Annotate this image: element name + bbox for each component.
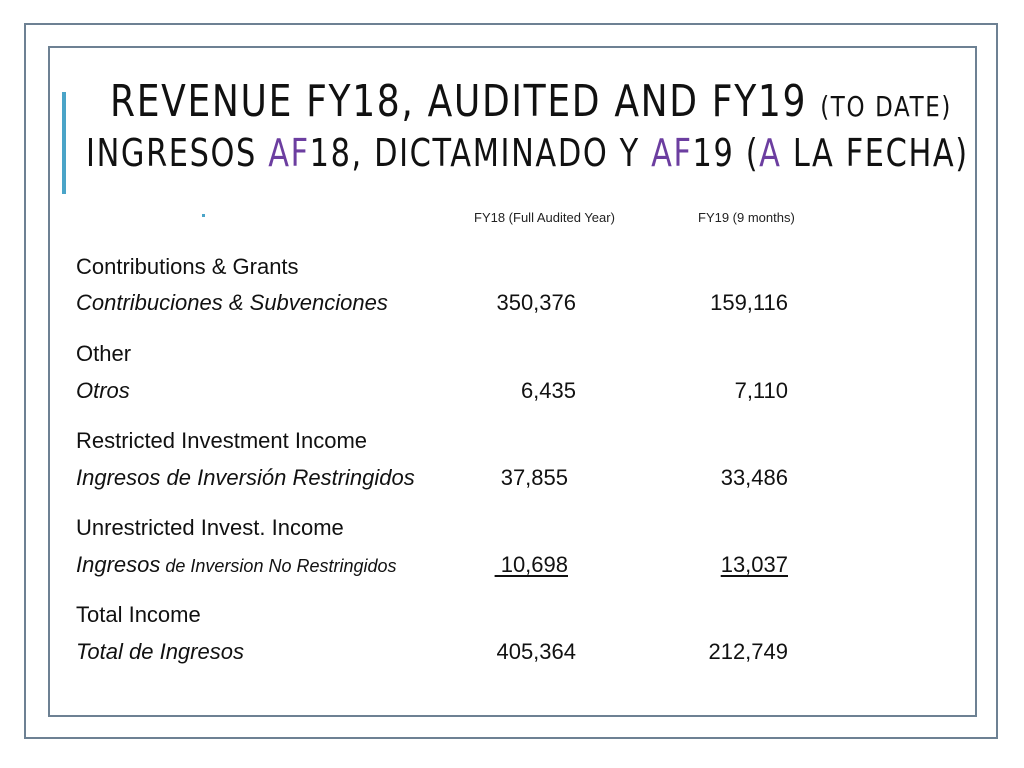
slide-title: Revenue FY18, Audited and FY19 (to date)… (86, 80, 967, 175)
title-es-part-e: 19 ( (692, 131, 760, 175)
title-line-english: Revenue FY18, Audited and FY19 (to date) (110, 80, 950, 124)
title-accent-bar (62, 92, 66, 194)
value-fy19: 159,116 (710, 290, 788, 315)
value-fy18: 350,376 (496, 290, 576, 315)
title-es-part-b: AF (268, 131, 310, 175)
row-label-english: Total Income (76, 602, 201, 627)
value-fy18: 37,855 (500, 465, 568, 490)
column-header-fy18: FY18 (Full Audited Year) (474, 210, 615, 225)
title-es-part-f: A (759, 131, 782, 175)
bullet-marker (202, 214, 205, 217)
column-header-fy19: FY19 (9 months) (698, 210, 795, 225)
row-label-english: Restricted Investment Income (76, 428, 368, 453)
title-line-spanish: Ingresos AF18, Dictaminado y AF19 (A la … (86, 131, 967, 175)
slide-inner-border (48, 46, 977, 717)
value-fy19: 7,110 (734, 378, 788, 403)
row-label-english: Unrestricted Invest. Income (76, 515, 344, 540)
row-label-english: Contributions & Grants (76, 254, 299, 279)
value-fy18: 6,435 (520, 378, 576, 403)
title-es-part-c: 18, Dictaminado y (309, 131, 652, 175)
value-fy19: 33,486 (720, 465, 788, 490)
title-es-part-a: Ingresos (86, 131, 269, 175)
slide-outer-border (24, 23, 998, 739)
row-label-spanish-part-a: Ingresos (76, 552, 161, 577)
title-es-part-d: AF (651, 131, 693, 175)
row-label-spanish: Contribuciones & Subvenciones (76, 290, 388, 315)
row-label-spanish: Otros (76, 378, 130, 403)
value-fy18: 405,364 (496, 639, 576, 664)
title-english-suffix: (to date) (820, 90, 952, 123)
value-fy19: 212,749 (708, 639, 788, 664)
row-label-spanish: Ingresos de Inversión Restringidos (76, 465, 415, 490)
title-english-main: Revenue FY18, Audited and FY19 (110, 76, 808, 127)
title-es-part-g: la Fecha) (781, 131, 969, 175)
value-fy19: 13,037 (720, 552, 788, 577)
row-label-spanish-part-b: de Inversion No Restringidos (160, 556, 397, 576)
row-label-spanish: Total de Ingresos (76, 639, 244, 664)
value-fy18: 10,698 (494, 552, 568, 577)
row-label-english: Other (76, 341, 132, 366)
row-label-spanish: Ingresos de Inversion No Restringidos (76, 552, 397, 578)
